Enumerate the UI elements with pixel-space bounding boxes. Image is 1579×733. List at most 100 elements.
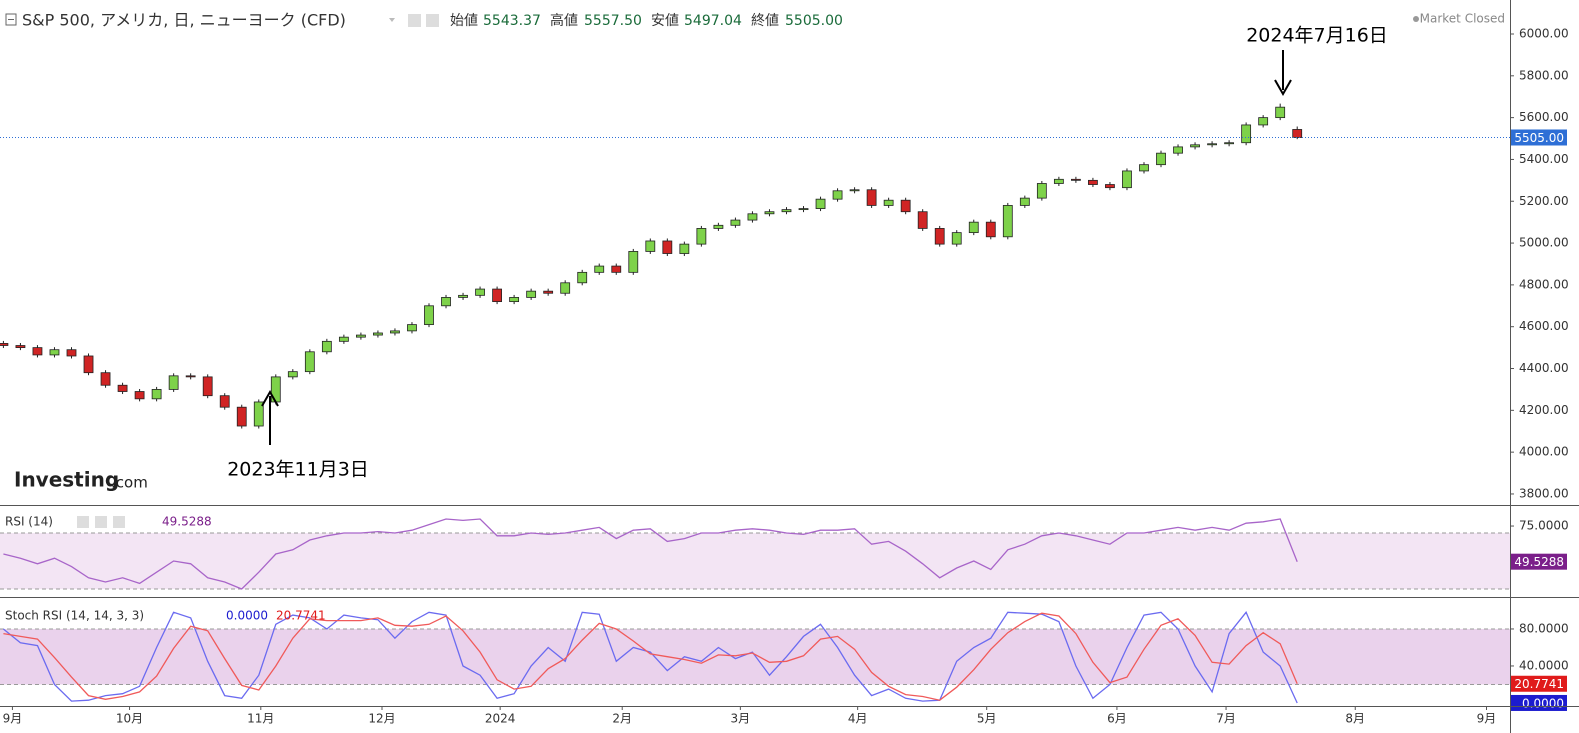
- indicator-line: [2, 611, 1298, 704]
- candle-body: [798, 208, 809, 211]
- candle-body: [253, 401, 264, 427]
- candle-body: [1139, 164, 1149, 172]
- indicator-axis-label: 20.7741: [1514, 677, 1564, 691]
- ohlc-value: 5543.37: [483, 13, 541, 29]
- indicator-axis-label: 49.5288: [1514, 555, 1564, 569]
- candle-body: [934, 228, 945, 245]
- candle-body: [713, 224, 724, 229]
- y-tick-label: 5200.00: [1519, 194, 1569, 208]
- candle-body: [1070, 178, 1081, 181]
- x-tick-label: 2月: [612, 712, 632, 726]
- status-dot: [1413, 16, 1419, 22]
- candle-body: [1019, 197, 1030, 206]
- indicator-line: [3, 518, 1298, 590]
- candle-body: [917, 211, 928, 229]
- ohlc-value: 5505.00: [785, 13, 843, 29]
- candle-body: [832, 190, 843, 200]
- annotation: 2024年7月16日: [1246, 25, 1388, 47]
- candle-body: [849, 189, 860, 192]
- candle-body: [1105, 184, 1115, 189]
- band: [0, 628, 1510, 685]
- candle-body: [662, 240, 673, 254]
- candle-body: [15, 345, 26, 349]
- candle-body: [32, 347, 43, 356]
- x-tick-label: 6月: [1107, 712, 1127, 726]
- band: [0, 533, 1510, 590]
- ohlc-label: 安値: [651, 13, 679, 29]
- candle-body: [475, 288, 485, 296]
- candle-body: [492, 288, 502, 303]
- candle-body: [1002, 205, 1013, 238]
- candle-body: [1224, 142, 1235, 145]
- candle-body: [1292, 129, 1303, 138]
- y-tick-label: 5600.00: [1519, 110, 1569, 124]
- candle-body: [611, 265, 622, 273]
- candle-body: [951, 232, 962, 245]
- candle-body: [458, 294, 468, 298]
- ohlc-value: 5557.50: [584, 13, 642, 29]
- candle-body: [1036, 183, 1047, 199]
- x-tick-label: 4月: [848, 712, 868, 726]
- ohlc-label: 終値: [751, 13, 779, 29]
- x-tick-label: 12月: [368, 712, 395, 726]
- candle-body: [560, 282, 571, 294]
- candle-body: [219, 395, 230, 408]
- indicator-value: 0.0000: [226, 609, 268, 623]
- indicator-value: 20.7741: [276, 609, 326, 623]
- candle-body: [1241, 124, 1252, 144]
- candle-body: [338, 336, 349, 342]
- candle-body: [679, 243, 690, 254]
- collapse-icon[interactable]: [5, 13, 17, 26]
- indicator-axis-label-box: [1511, 675, 1567, 692]
- y-tick-label: 4400.00: [1519, 361, 1569, 375]
- indicator-icon[interactable]: [95, 516, 107, 528]
- settings-icon[interactable]: [426, 14, 439, 27]
- y-tick-label: 6000.00: [1519, 26, 1569, 40]
- candle-body: [134, 391, 145, 400]
- dropdown-icon[interactable]: [389, 18, 395, 22]
- candle-body: [356, 334, 366, 338]
- candle-body: [696, 228, 707, 245]
- candle-body: [985, 221, 996, 238]
- candle-body: [594, 265, 605, 273]
- y-tick-label: 5400.00: [1519, 152, 1569, 166]
- ohlc-label: 始値: [450, 13, 478, 29]
- candle-body: [49, 349, 60, 356]
- indicator-icon[interactable]: [113, 516, 125, 528]
- price-label: 5505.00: [1514, 131, 1564, 145]
- logo-suffix: .com: [111, 474, 148, 492]
- indicator-line: [3, 612, 1298, 701]
- y-tick-label: 40.0000: [1519, 658, 1569, 672]
- candle-body: [1088, 179, 1098, 185]
- x-tick-label: 8月: [1345, 712, 1365, 726]
- candle-body: [900, 199, 911, 213]
- candle-body: [730, 219, 741, 226]
- indicator-icon[interactable]: [77, 516, 89, 528]
- y-tick-label: 3800.00: [1519, 486, 1569, 500]
- candle-body: [0, 343, 9, 346]
- candle-body: [866, 189, 877, 206]
- candle-body: [1156, 152, 1166, 166]
- x-tick-label: 3月: [731, 712, 751, 726]
- candle-body: [424, 305, 434, 326]
- indicator-title: Stoch RSI (14, 14, 3, 3): [5, 609, 144, 623]
- annotation-arrowhead: [261, 389, 279, 407]
- y-tick-label: 5000.00: [1519, 236, 1569, 250]
- y-tick-label: 5800.00: [1519, 68, 1569, 82]
- annotation: 2023年11月3日: [227, 459, 369, 481]
- instrument-title: S&P 500, アメリカ, 日, ニューヨーク (CFD): [22, 11, 346, 30]
- price-label-box: [1511, 129, 1567, 146]
- x-tick-label: 10月: [116, 712, 143, 726]
- candle-body: [526, 290, 537, 298]
- candle-body: [1275, 106, 1286, 119]
- candle-body: [100, 372, 111, 386]
- y-tick-label: 4200.00: [1519, 403, 1569, 417]
- x-tick-label: 9月: [3, 712, 23, 726]
- candle-body: [151, 389, 162, 400]
- visibility-icon[interactable]: [408, 14, 421, 27]
- ohlc-value: 5497.04: [684, 13, 742, 29]
- candle-body: [185, 375, 196, 378]
